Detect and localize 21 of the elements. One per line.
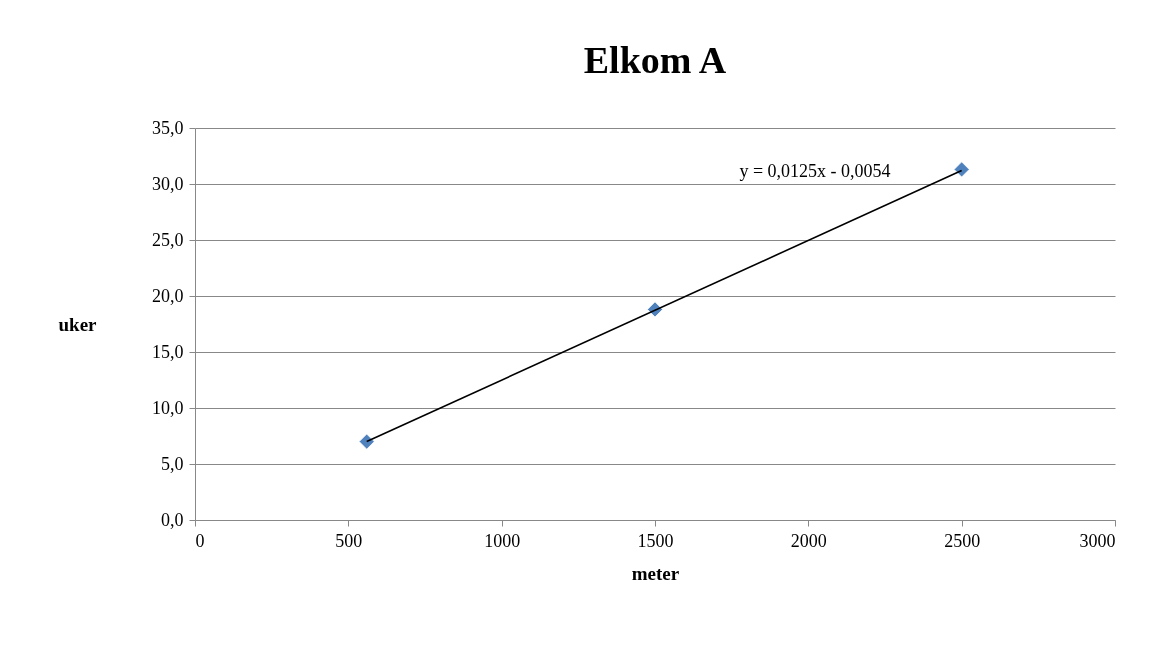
x-tick-label: 2500 <box>944 530 981 551</box>
x-axis-title: meter <box>631 562 680 584</box>
y-tick-label: 0,0 <box>161 509 184 530</box>
x-tick-label: 0 <box>195 530 205 551</box>
y-axis-title: uker <box>58 313 98 335</box>
x-tick-label: 2000 <box>790 530 827 551</box>
y-tick-label: 35,0 <box>152 117 184 138</box>
y-tick-label: 25,0 <box>152 229 184 250</box>
point <box>953 161 970 178</box>
y-tick-label: 5,0 <box>161 453 184 474</box>
y-tick-label: 20,0 <box>152 285 184 306</box>
chart-title: Elkom A <box>583 39 727 81</box>
x-tick-label: 3000 <box>1079 530 1116 551</box>
y-tick-label: 30,0 <box>152 173 184 194</box>
point <box>358 433 375 450</box>
x-tick-label: 1000 <box>484 530 521 551</box>
annotation: y = 0,0125x - 0,0054 <box>739 161 891 181</box>
y-tick-label: 15,0 <box>152 341 184 362</box>
x-tick-label: 1500 <box>637 530 674 551</box>
x-tick-label: 500 <box>335 530 363 551</box>
y-tick-label: 10,0 <box>152 397 184 418</box>
